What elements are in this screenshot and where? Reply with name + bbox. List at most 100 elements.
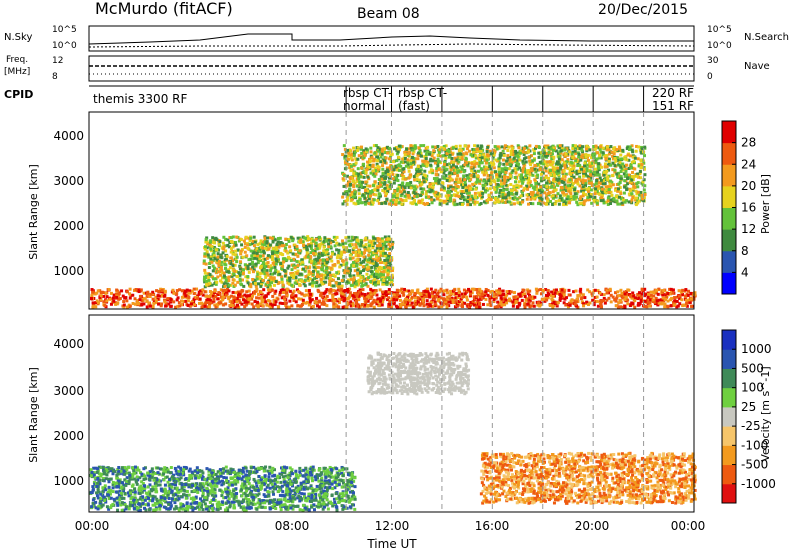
heatmap-cell xyxy=(390,152,394,156)
heatmap-cell xyxy=(455,158,459,162)
heatmap-cell xyxy=(439,194,443,198)
heatmap-cell xyxy=(412,190,416,194)
heatmap-cell xyxy=(541,171,545,175)
heatmap-cell xyxy=(528,305,532,309)
heatmap-cell xyxy=(429,168,433,172)
heatmap-cell xyxy=(369,192,373,196)
heatmap-cell xyxy=(506,175,510,179)
heatmap-cell xyxy=(556,144,560,148)
heatmap-cell xyxy=(506,200,510,204)
heatmap-cell xyxy=(406,163,410,167)
heatmap-cell xyxy=(292,298,296,302)
heatmap-cell xyxy=(460,167,464,171)
heatmap-cell xyxy=(578,184,582,188)
heatmap-cell xyxy=(346,162,350,166)
heatmap-cell xyxy=(472,173,476,177)
heatmap-cell xyxy=(297,272,301,276)
heatmap-cell xyxy=(316,265,320,269)
heatmap-cell xyxy=(465,289,469,293)
heatmap-cell xyxy=(372,239,376,243)
heatmap-cell xyxy=(332,299,336,303)
heatmap-cell xyxy=(353,295,357,299)
heatmap-cell xyxy=(521,200,525,204)
heatmap-cell xyxy=(413,185,417,189)
heatmap-cell xyxy=(387,235,391,239)
heatmap-cell xyxy=(425,201,429,205)
heatmap-cell xyxy=(681,304,685,308)
heatmap-cell xyxy=(642,199,646,203)
heatmap-cell xyxy=(560,177,564,181)
heatmap-cell xyxy=(546,288,550,292)
heatmap-cell xyxy=(356,157,360,161)
heatmap-cell xyxy=(409,145,413,149)
heatmap-cell xyxy=(546,144,550,148)
heatmap-cell xyxy=(351,179,355,183)
heatmap-cell xyxy=(390,304,394,308)
heatmap-cell xyxy=(584,155,588,159)
heatmap-cell xyxy=(160,302,164,306)
heatmap-cell xyxy=(270,288,274,292)
heatmap-cell xyxy=(527,297,531,301)
heatmap-cell xyxy=(432,156,436,160)
heatmap-cell xyxy=(581,180,585,184)
heatmap-cell xyxy=(364,180,368,184)
heatmap-cell xyxy=(519,201,523,205)
heatmap-cell xyxy=(379,155,383,159)
heatmap-cell xyxy=(113,301,117,305)
heatmap-cell xyxy=(368,163,372,167)
heatmap-cell xyxy=(432,198,436,202)
heatmap-cell xyxy=(486,288,490,292)
heatmap-cell xyxy=(564,303,568,307)
heatmap-cell xyxy=(542,151,546,155)
heatmap-cell xyxy=(571,166,575,170)
heatmap-cell xyxy=(238,264,242,268)
heatmap-cell xyxy=(357,188,361,192)
heatmap-cell xyxy=(307,303,311,307)
heatmap-cell xyxy=(465,191,469,195)
heatmap-cell xyxy=(365,199,369,203)
heatmap-cell xyxy=(416,165,420,169)
heatmap-cell xyxy=(608,287,612,291)
heatmap-cell xyxy=(289,236,293,240)
heatmap-cell xyxy=(615,194,619,198)
heatmap-cell xyxy=(104,291,108,295)
heatmap-cell xyxy=(273,291,277,295)
heatmap-cell xyxy=(654,296,658,300)
heatmap-cell xyxy=(597,173,601,177)
heatmap-cell xyxy=(410,155,414,159)
heatmap-cell xyxy=(404,300,408,304)
heatmap-cell xyxy=(209,301,213,305)
heatmap-cell xyxy=(295,288,299,292)
heatmap-cell xyxy=(164,304,168,308)
heatmap-cell xyxy=(444,144,448,148)
heatmap-cell xyxy=(416,291,420,295)
heatmap-cell xyxy=(665,295,669,299)
heatmap-cell xyxy=(545,181,549,185)
heatmap-cell xyxy=(549,293,553,297)
heatmap-cell xyxy=(559,167,563,171)
heatmap-cell xyxy=(641,290,645,294)
heatmap-cell xyxy=(469,302,473,306)
heatmap-cell xyxy=(392,198,396,202)
heatmap-cell xyxy=(672,300,676,304)
heatmap-cell xyxy=(237,292,241,296)
heatmap-cell xyxy=(645,298,649,302)
heatmap-cell xyxy=(594,181,598,185)
heatmap-cell xyxy=(354,250,358,254)
heatmap-cell xyxy=(492,153,496,157)
heatmap-cell xyxy=(396,150,400,154)
heatmap-cell xyxy=(504,183,508,187)
heatmap-cell xyxy=(680,298,684,302)
heatmap-cell xyxy=(505,290,509,294)
heatmap-cell xyxy=(603,301,607,305)
heatmap-cell xyxy=(560,164,564,168)
heatmap-cell xyxy=(561,295,565,299)
heatmap-cell xyxy=(525,184,529,188)
heatmap-cell xyxy=(642,178,646,182)
heatmap-cell xyxy=(449,167,453,171)
heatmap-cell xyxy=(610,181,614,185)
heatmap-cell xyxy=(567,293,571,297)
heatmap-cell xyxy=(546,296,550,300)
heatmap-cell xyxy=(354,158,358,162)
heatmap-cell xyxy=(611,199,615,203)
